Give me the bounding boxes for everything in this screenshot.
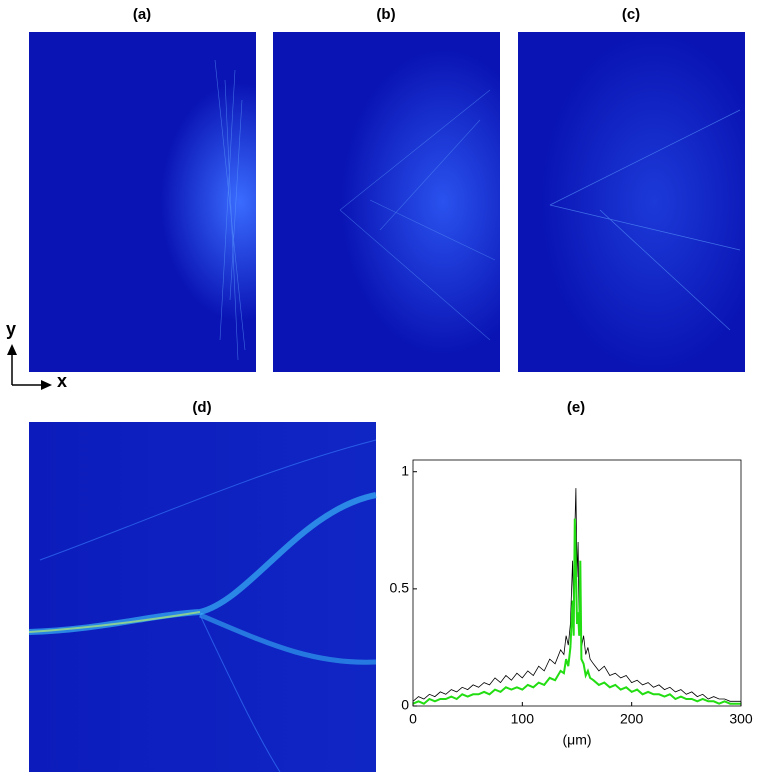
panel-label: (d) xyxy=(192,399,211,416)
x-axis-label: (μm) xyxy=(562,732,591,748)
streaks xyxy=(214,59,246,361)
axis-letter: y xyxy=(6,319,16,339)
image-panel-b xyxy=(273,32,500,372)
image-panel-c xyxy=(518,32,745,372)
streaks xyxy=(28,439,377,773)
y-tick-label: 0 xyxy=(401,697,409,713)
y-tick-label: 0.5 xyxy=(390,580,410,596)
x-tick-label: 300 xyxy=(729,711,753,727)
streaks xyxy=(339,89,496,341)
plot-frame xyxy=(412,459,742,707)
series-line xyxy=(412,518,741,705)
streaks xyxy=(549,109,741,331)
axes-indicator: y x xyxy=(6,319,67,391)
y-tick-label: 1 xyxy=(401,462,409,478)
x-tick-label: 100 xyxy=(511,711,535,727)
image-panel-d xyxy=(29,422,376,772)
x-tick-label: 200 xyxy=(620,711,644,727)
panel-label: (c) xyxy=(622,6,640,23)
panel-label: (a) xyxy=(133,6,151,23)
panel-label: (b) xyxy=(376,6,395,23)
axis-letter: x xyxy=(57,371,67,391)
chart-title: (e) xyxy=(567,399,585,416)
x-tick-label: 0 xyxy=(409,711,417,727)
image-panel-a xyxy=(29,32,256,372)
plot: 0 100 200 300 0 0.5 1 xyxy=(390,462,753,726)
